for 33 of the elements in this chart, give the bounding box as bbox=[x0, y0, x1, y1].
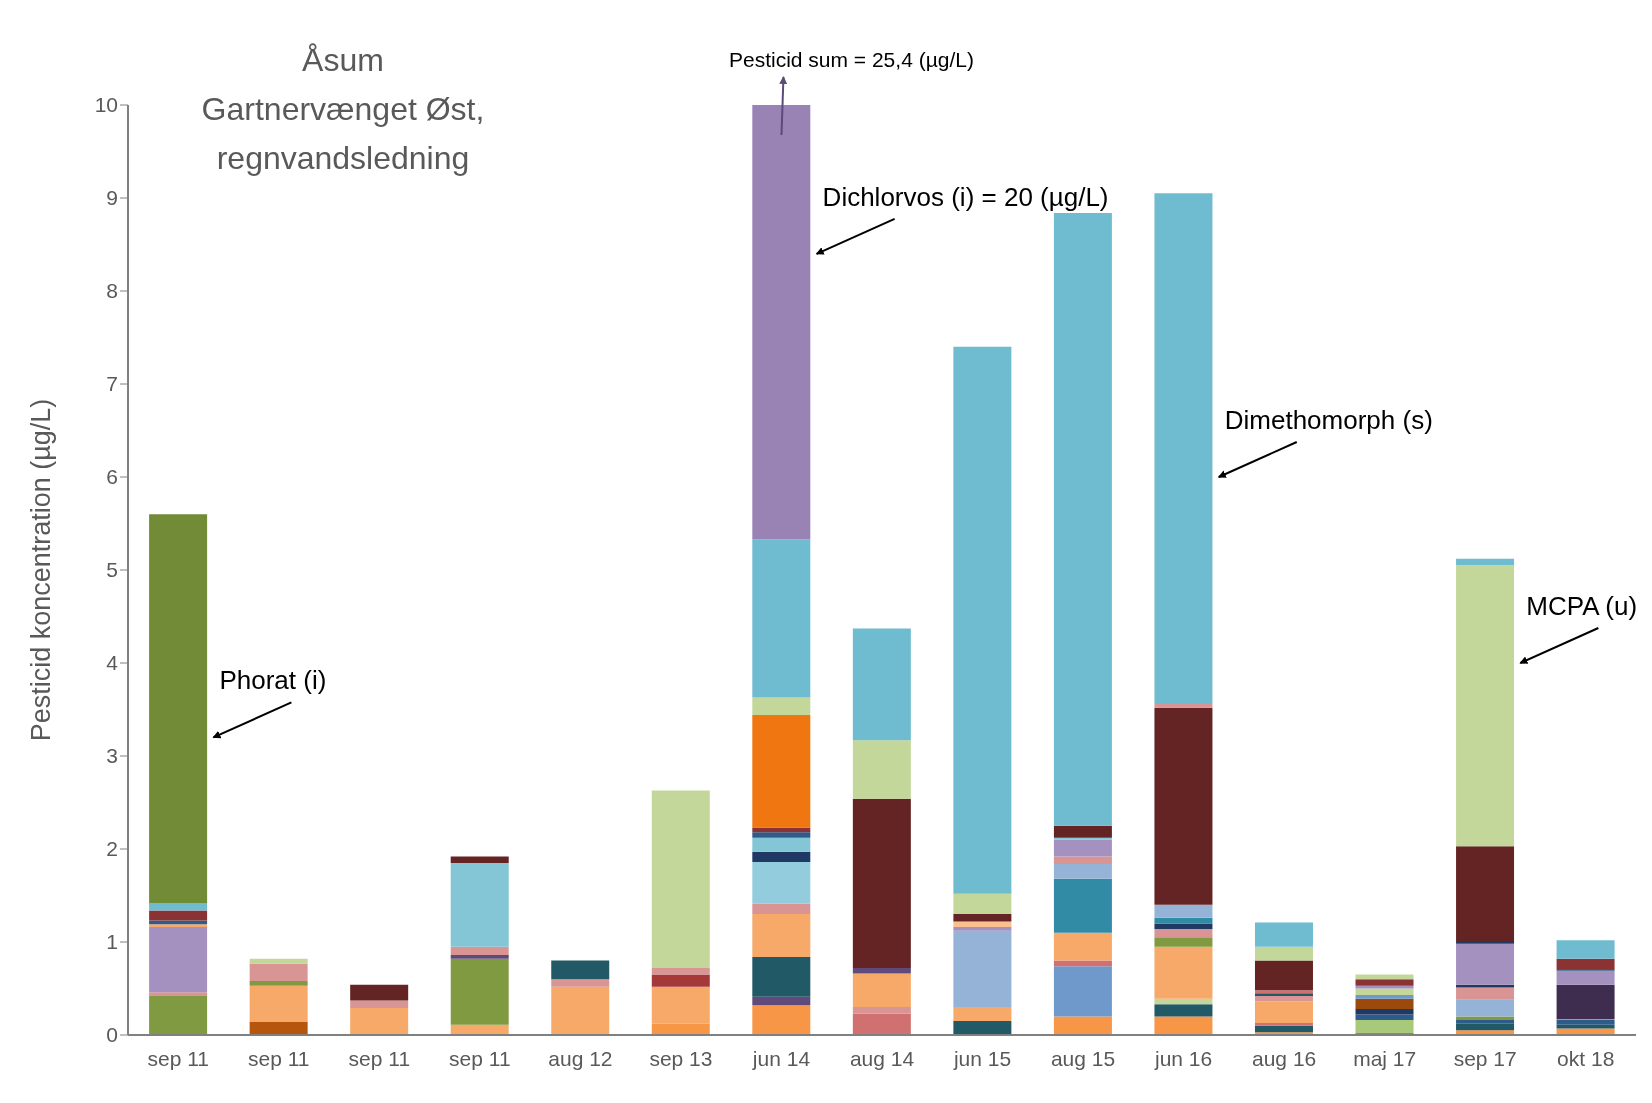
y-tick-label: 8 bbox=[106, 279, 118, 303]
y-tick-label: 6 bbox=[106, 465, 118, 489]
x-tick-label: jun 15 bbox=[952, 1046, 1012, 1070]
y-axis-title: Pesticid koncentration (µg/L) bbox=[26, 398, 56, 742]
x-tick-label: sep 11 bbox=[248, 1046, 310, 1070]
x-tick-label: okt 18 bbox=[1557, 1046, 1615, 1070]
y-tick-label: 2 bbox=[106, 837, 118, 861]
x-tick-label: jun 14 bbox=[751, 1046, 811, 1070]
annotation: Dimethomorph (s) bbox=[1224, 405, 1433, 435]
y-tick-label: 3 bbox=[106, 744, 118, 768]
annotation: Dichlorvos (i) = 20 (µg/L) bbox=[822, 181, 1109, 212]
y-tick-label: 10 bbox=[94, 93, 118, 117]
y-tick-label: 4 bbox=[106, 651, 119, 675]
y-tick-label: 5 bbox=[106, 558, 118, 582]
x-tick-label: sep 11 bbox=[449, 1046, 511, 1070]
annotation: Pesticid sum = 25,4 (µg/L) bbox=[728, 48, 974, 71]
x-tick-label: aug 14 bbox=[849, 1046, 915, 1070]
chart-title: Åsum Gartnervænget Øst, regnvandsledning bbox=[201, 42, 485, 176]
x-tick-label: sep 11 bbox=[348, 1046, 411, 1070]
y-tick-label: 1 bbox=[106, 930, 118, 954]
x-tick-label: aug 15 bbox=[1050, 1046, 1116, 1070]
x-tick-label: aug 16 bbox=[1252, 1046, 1317, 1070]
annotation: MCPA (u) bbox=[1526, 591, 1638, 621]
y-tick-label: 0 bbox=[106, 1023, 118, 1047]
x-tick-label: sep 13 bbox=[649, 1046, 713, 1070]
x-tick-label: sep 11 bbox=[147, 1046, 210, 1070]
x-tick-label: aug 12 bbox=[548, 1046, 613, 1070]
annotation: Phorat (i) bbox=[219, 665, 327, 696]
x-tick-label: jun 16 bbox=[1153, 1046, 1213, 1070]
x-tick-label: maj 17 bbox=[1353, 1046, 1417, 1070]
y-tick-label: 7 bbox=[106, 372, 118, 396]
y-tick-label: 9 bbox=[106, 186, 118, 210]
x-tick-label: sep 17 bbox=[1453, 1046, 1517, 1070]
